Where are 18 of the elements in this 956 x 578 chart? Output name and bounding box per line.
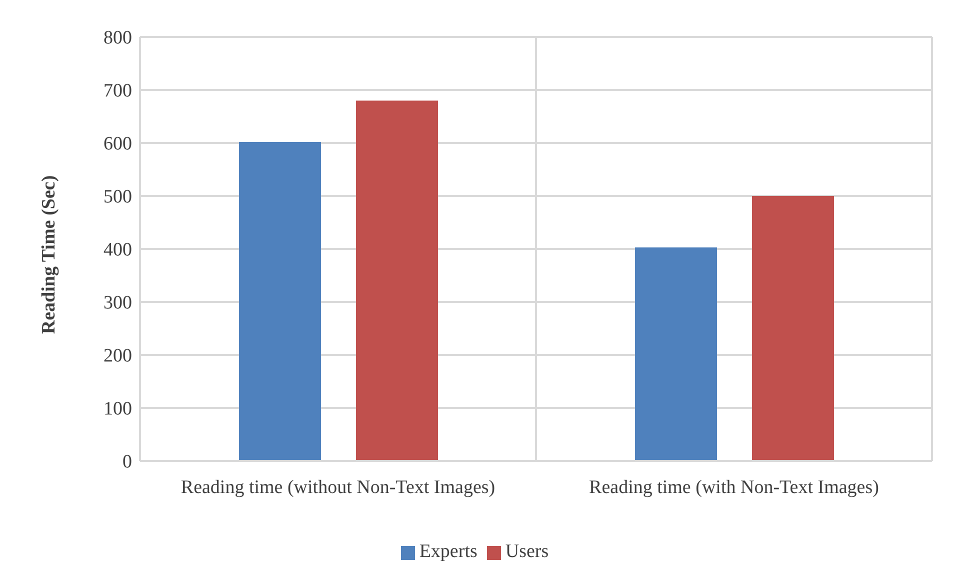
- bar: [752, 196, 834, 461]
- y-tick-label: 300: [104, 292, 132, 314]
- bar: [356, 100, 438, 461]
- y-tick-label: 0: [122, 452, 132, 473]
- x-tick-label: Reading time (without Non-Text Images): [180, 477, 496, 498]
- y-axis-title: Reading Time (Sec): [38, 175, 60, 334]
- x-tick-label: Reading time (with Non-Text Images): [589, 477, 879, 498]
- y-tick-label: 600: [104, 134, 132, 155]
- legend-label: Experts: [419, 541, 478, 562]
- y-tick-label: 500: [104, 186, 132, 208]
- y-tick-label: 400: [104, 240, 132, 261]
- y-tick-label: 700: [104, 80, 132, 102]
- legend-label: Users: [505, 541, 549, 562]
- y-tick-label: 100: [104, 398, 132, 420]
- bar: [635, 247, 717, 461]
- bar: [239, 142, 321, 461]
- y-tick-label: 800: [104, 28, 132, 49]
- y-tick-label: 200: [104, 346, 132, 367]
